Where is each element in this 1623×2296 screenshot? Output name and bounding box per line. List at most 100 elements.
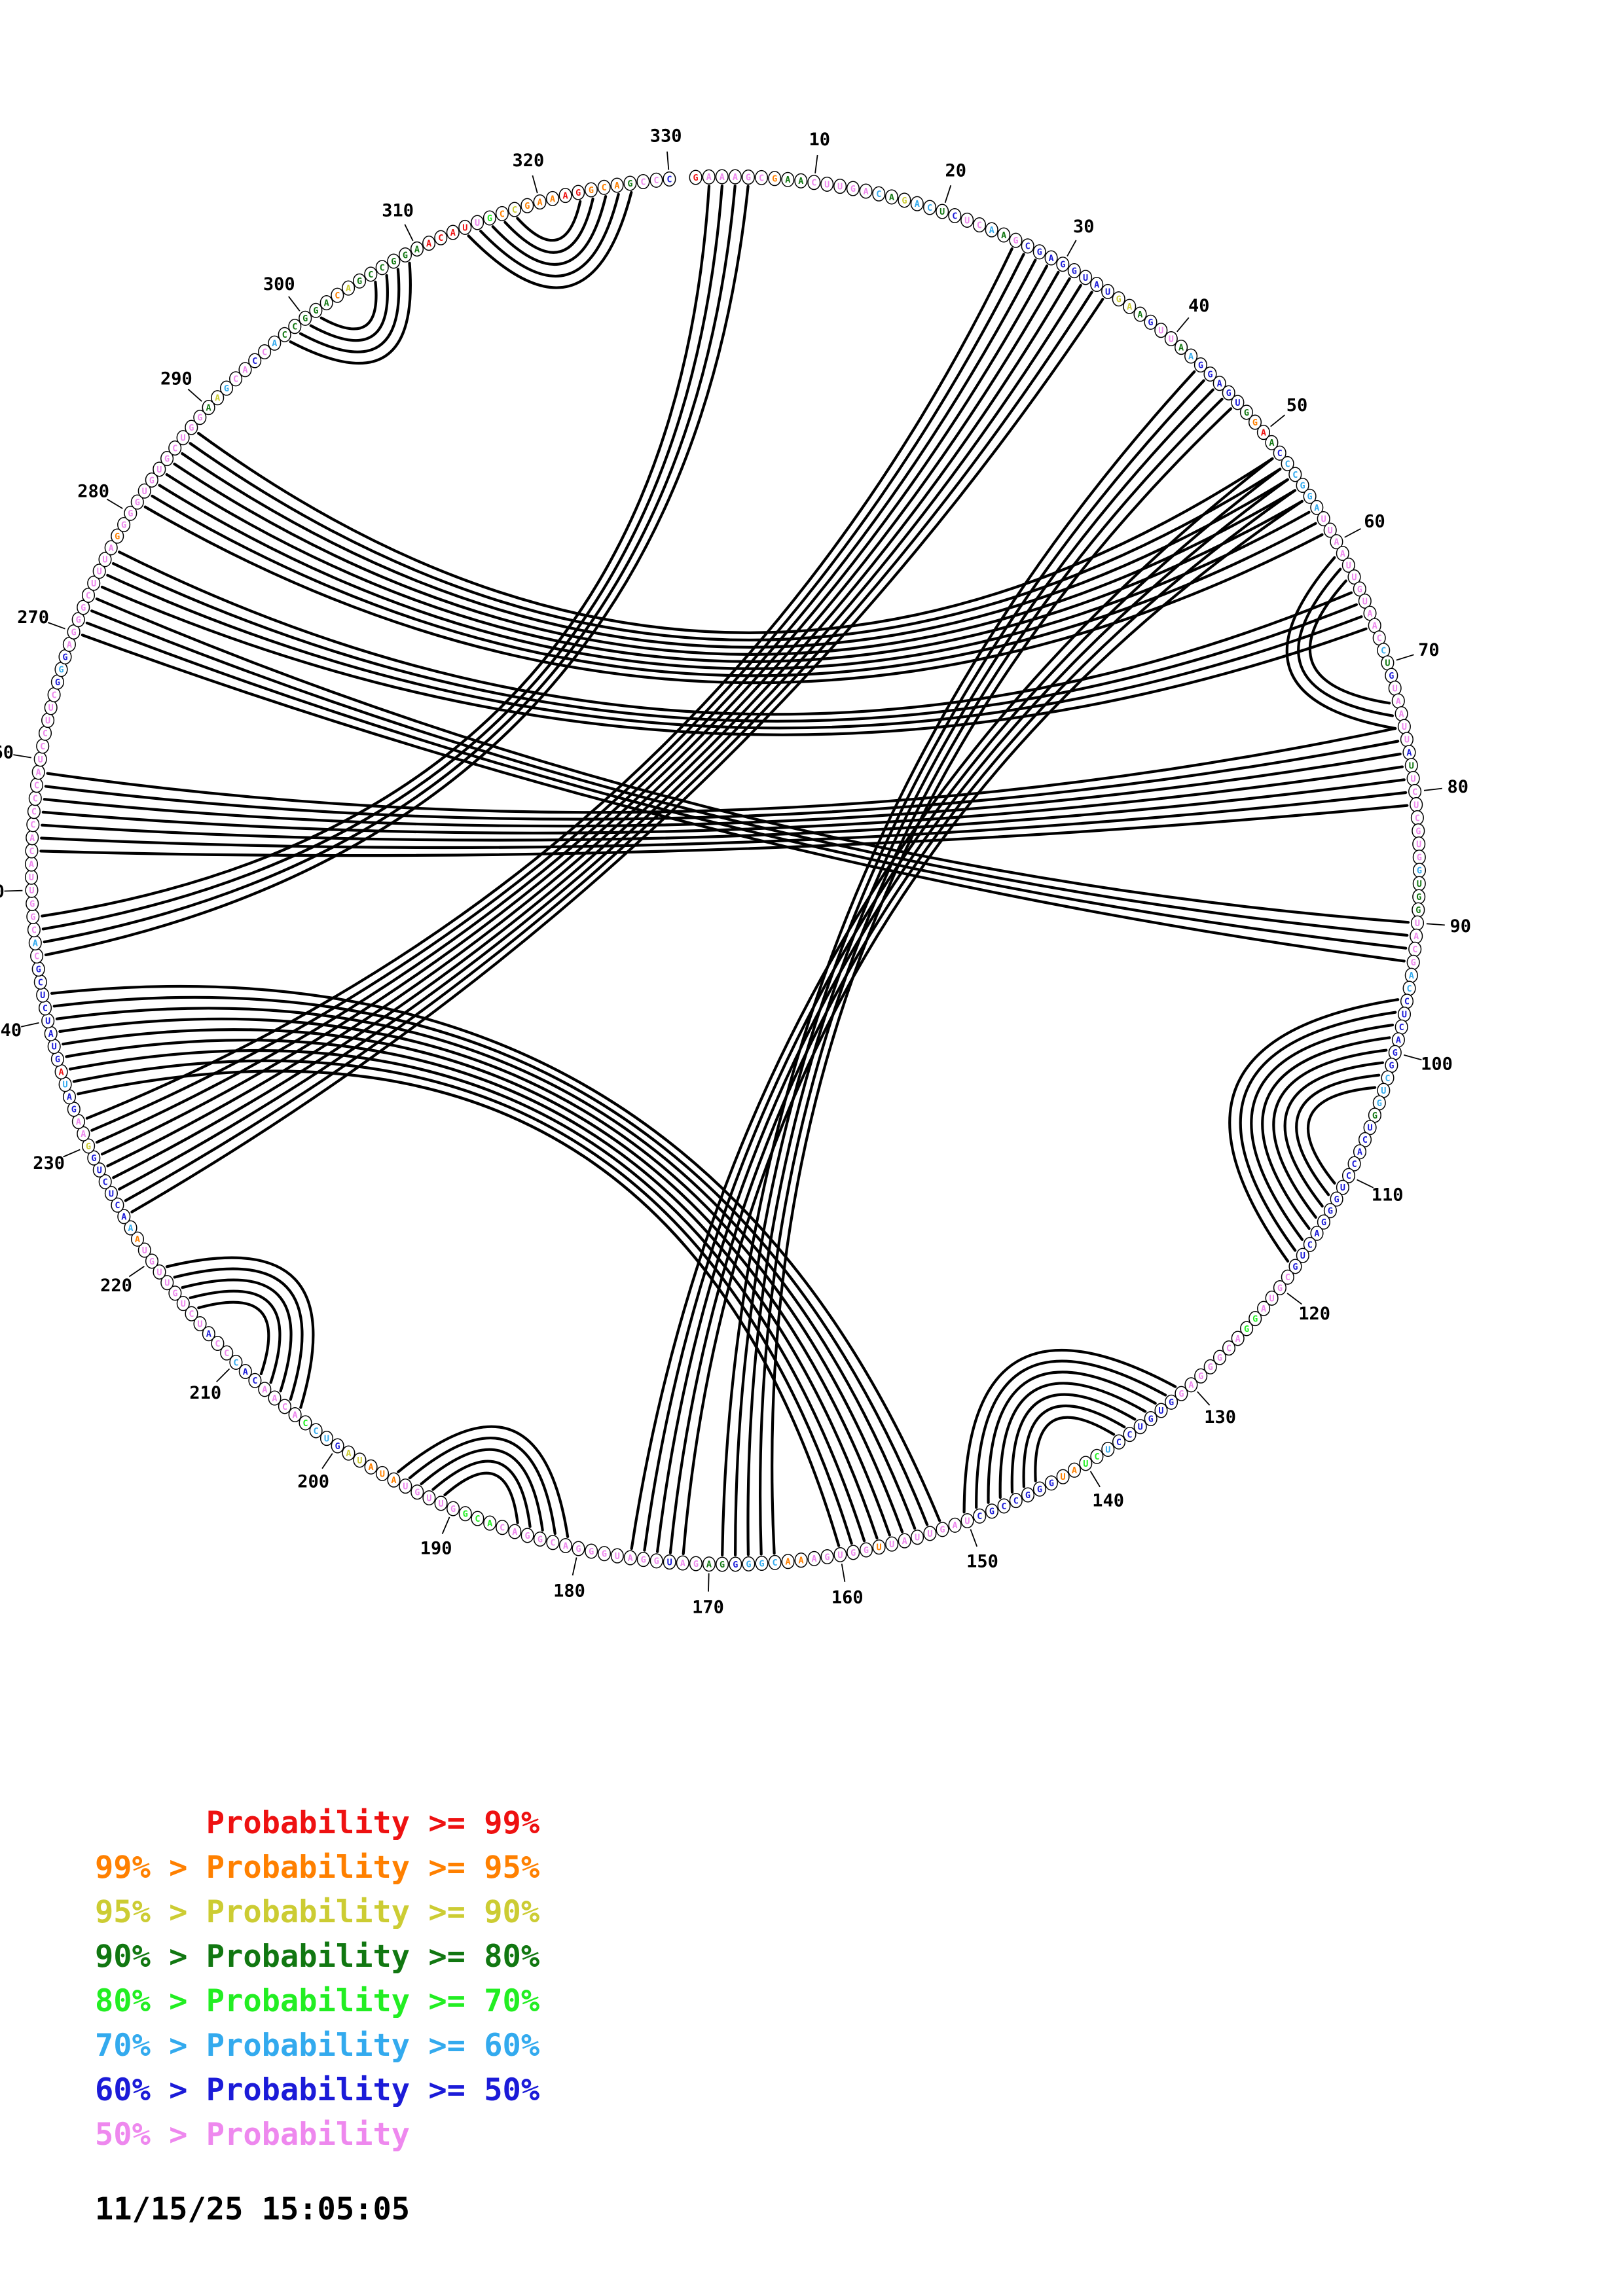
- nucleotide-letter: U: [1404, 735, 1410, 745]
- nucleotide-letter: U: [927, 1529, 932, 1539]
- base-pair-arc: [124, 291, 1093, 1202]
- nucleotide-letter: U: [1346, 560, 1351, 571]
- nucleotide-ellipse: [229, 371, 243, 387]
- nucleotide-ellipse: [185, 420, 198, 435]
- nucleotide-letter: U: [1235, 398, 1240, 408]
- base-pair-arc: [431, 1460, 532, 1528]
- circle-plot-canvas: G A A A G C G A A C U U G A C A G A C U C U C A AGCGAGGUAUGAAGUU…: [0, 126, 1471, 1618]
- nucleotide-letter: A: [680, 1558, 685, 1569]
- nucleotide-letter: A: [1357, 1147, 1362, 1158]
- base-pair-arc: [503, 197, 594, 254]
- nucleotide-ellipse: [972, 217, 987, 233]
- nucleotide-ellipse: [1303, 488, 1317, 504]
- base-pair-arc: [100, 264, 1049, 1156]
- nucleotide-letter: G: [902, 196, 907, 206]
- nucleotide-letter: C: [86, 590, 91, 601]
- nucleotide-letter: A: [1396, 696, 1401, 707]
- nucleotide-ellipse: [434, 1496, 448, 1511]
- nucleotide-letter: U: [1061, 1472, 1066, 1482]
- nucleotide-letter: G: [172, 1289, 177, 1299]
- nucleotide-ellipse: [1265, 435, 1279, 450]
- nucleotide-ellipse: [1194, 1368, 1208, 1384]
- nucleotide-letter: A: [242, 365, 247, 376]
- nucleotide-letter: A: [563, 1541, 568, 1551]
- nucleotide-letter: G: [335, 1441, 340, 1452]
- base-pair-arc: [987, 1371, 1157, 1504]
- nucleotide-letter: U: [462, 223, 467, 233]
- nucleotide-letter: A: [36, 768, 41, 778]
- nucleotide-letter: G: [1417, 866, 1422, 876]
- nucleotide-ellipse: [1021, 238, 1034, 254]
- base-pair-arc: [998, 1382, 1147, 1499]
- nucleotide-letter: A: [706, 1560, 712, 1570]
- nucleotide-letter: C: [500, 209, 505, 219]
- nucleotide-letter: C: [1377, 634, 1382, 644]
- nucleotide-ellipse: [1222, 1340, 1236, 1356]
- nucleotide-letter: G: [1226, 388, 1231, 399]
- nucleotide-ellipse: [898, 1533, 911, 1549]
- nucleotide-ellipse: [202, 1326, 215, 1342]
- nucleotide-ellipse: [1133, 1419, 1147, 1435]
- base-pair-arc: [1295, 1073, 1381, 1196]
- legend-row-p70: 80% > Probability >= 70%: [95, 1983, 540, 2019]
- base-pair-arc: [50, 984, 941, 1522]
- tick-label: 110: [1372, 1185, 1404, 1205]
- nucleotide-letter: U: [63, 1080, 68, 1090]
- nucleotide-letter: G: [850, 184, 856, 194]
- nucleotide-letter: U: [837, 1550, 843, 1560]
- tick-leader-line: [1176, 317, 1190, 332]
- tick-label: 260: [0, 742, 14, 762]
- base-pair-arc: [181, 1278, 293, 1393]
- nucleotide-ellipse: [229, 1354, 243, 1370]
- nucleotide-letter: C: [773, 1558, 778, 1568]
- nucleotide-letter: U: [1158, 1406, 1163, 1416]
- nucleotide-letter: A: [1314, 1229, 1319, 1239]
- base-pair-arc: [181, 452, 1289, 649]
- nucleotide-ellipse: [597, 179, 611, 195]
- nucleotide-letter: C: [282, 1402, 287, 1412]
- nucleotide-ellipse: [87, 1150, 101, 1166]
- nucleotide-ellipse: [768, 171, 782, 187]
- tick-label: 230: [33, 1153, 65, 1174]
- base-pair-arc: [151, 494, 1317, 677]
- tick-label: 40: [1188, 296, 1210, 316]
- nucleotide-letter: C: [1001, 1501, 1006, 1512]
- nucleotide-letter: G: [1300, 480, 1305, 491]
- nucleotide-ellipse: [1154, 323, 1168, 338]
- nucleotide-letter: G: [463, 1509, 468, 1520]
- nucleotide-letter: G: [1328, 1206, 1333, 1217]
- nucleotide-ellipse: [1358, 593, 1372, 609]
- nucleotide-letter: G: [1148, 1414, 1154, 1424]
- nucleotide-ellipse: [1203, 366, 1217, 382]
- nucleotide-letter: C: [1404, 997, 1410, 1007]
- base-pair-arc: [43, 185, 737, 944]
- tick-leader-line: [47, 622, 65, 630]
- nucleotide-letter: G: [149, 1257, 155, 1267]
- tick-leader-line: [1344, 528, 1361, 538]
- nucleotide-ellipse: [1310, 1225, 1324, 1241]
- nucleotide-ellipse: [1164, 331, 1178, 347]
- base-pair-arc: [100, 585, 1368, 736]
- nucleotide-letter: A: [324, 298, 329, 309]
- nucleotide-ellipse: [238, 362, 252, 378]
- nucleotide-letter: A: [550, 194, 555, 204]
- tick-leader-line: [404, 224, 414, 242]
- nucleotide-letter: A: [59, 1067, 64, 1078]
- nucleotide-letter: G: [575, 1544, 581, 1554]
- nucleotide-letter: G: [487, 213, 492, 224]
- nucleotide-letter: C: [811, 178, 816, 188]
- nucleotide-ellipse: [1165, 1394, 1178, 1410]
- nucleotide-ellipse: [92, 1162, 106, 1178]
- nucleotide-letter: A: [67, 639, 72, 650]
- nucleotide-letter: U: [1381, 1086, 1386, 1096]
- base-pair-arc: [106, 270, 1060, 1168]
- nucleotide-ellipse: [1032, 244, 1046, 260]
- nucleotide-ellipse: [483, 210, 496, 226]
- nucleotide-ellipse: [985, 222, 998, 238]
- nucleotide-ellipse: [729, 1556, 742, 1572]
- nucleotide-letter: C: [34, 781, 39, 791]
- nucleotide-ellipse: [636, 173, 650, 190]
- nucleotide-letter: G: [602, 1549, 607, 1560]
- nucleotide-letter: G: [1244, 408, 1249, 418]
- nucleotide-letter: C: [43, 1003, 48, 1014]
